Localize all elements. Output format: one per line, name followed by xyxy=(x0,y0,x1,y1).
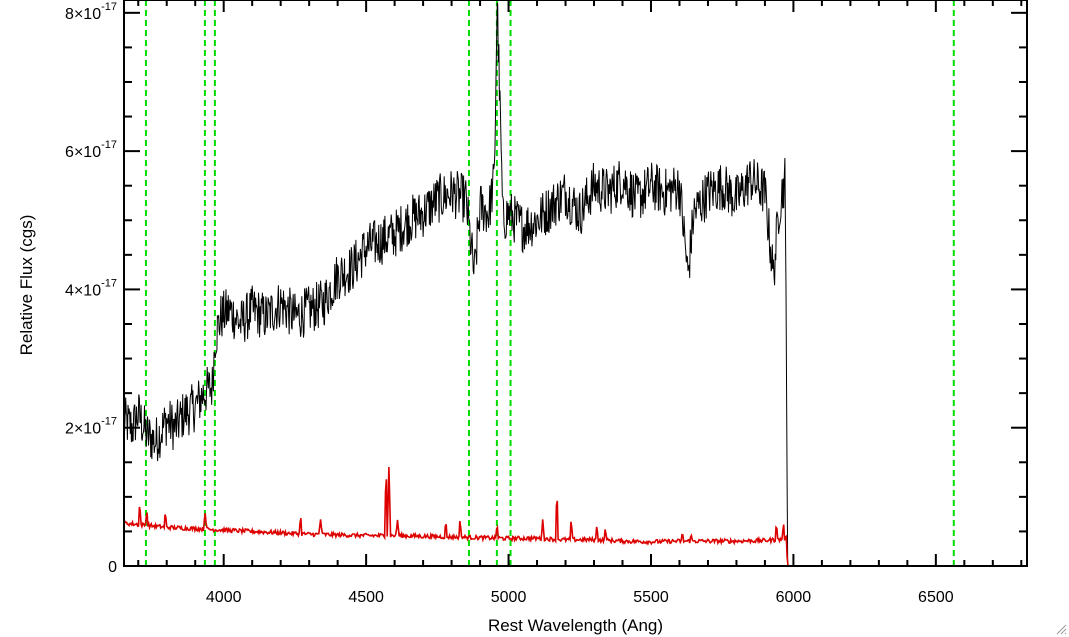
x-axis-ticks: 4000 4500 5000 5500 6000 6500 xyxy=(137,0,1023,606)
x-tick-label: 6000 xyxy=(776,589,812,606)
plot-frame xyxy=(123,0,1028,567)
x-tick-label: 6500 xyxy=(918,589,954,606)
x-tick-label: 5000 xyxy=(491,589,527,606)
x-tick-label: 4000 xyxy=(206,589,242,606)
emission-line-markers xyxy=(144,0,955,566)
x-tick-label: 4500 xyxy=(348,589,384,606)
y-tick-label: 8×10-17 xyxy=(65,1,117,23)
y-tick-label: 6×10-17 xyxy=(65,139,117,161)
y-axis-ticks: 0 2×10-17 4×10-17 6×10-17 8×10-17 xyxy=(65,1,1027,576)
x-axis-label: Rest Wavelength (Ang) xyxy=(488,616,663,635)
y-axis-label: Relative Flux (cgs) xyxy=(17,215,36,356)
series-line-1 xyxy=(123,2,1027,567)
y-tick-label: 4×10-17 xyxy=(65,277,117,299)
y-tick-label: 0 xyxy=(108,559,117,576)
x-tick-label: 5500 xyxy=(633,589,669,606)
series-group xyxy=(123,2,1027,567)
resize-grip-icon[interactable] xyxy=(1055,623,1067,635)
series-line-2 xyxy=(123,466,1027,567)
y-tick-label: 2×10-17 xyxy=(65,416,117,438)
